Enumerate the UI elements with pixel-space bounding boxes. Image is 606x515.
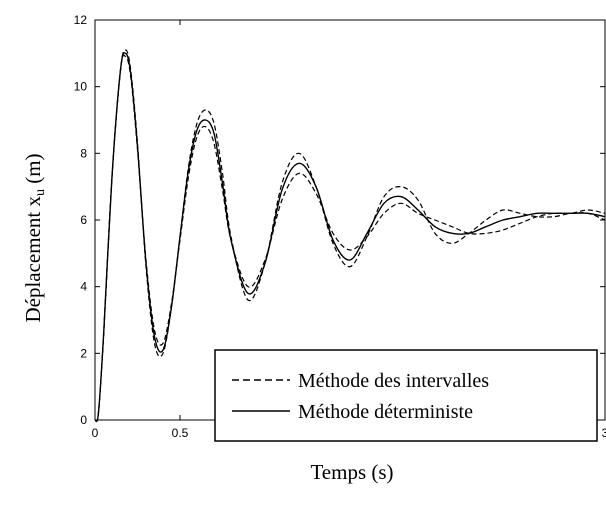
y-tick-label-5: 10 xyxy=(74,80,88,94)
y-tick-label-3: 6 xyxy=(80,213,87,227)
y-axis-title: Déplacement xu (m) xyxy=(21,153,48,322)
y-tick-label-0: 0 xyxy=(80,413,87,427)
x-axis-title: Temps (s) xyxy=(310,460,393,484)
legend: Méthode des intervalles Méthode détermin… xyxy=(214,349,598,442)
legend-box xyxy=(214,349,598,442)
plot-curves xyxy=(94,49,606,423)
y-axis-title-subscript: u xyxy=(33,189,48,196)
y-tick-label-1: 2 xyxy=(80,346,87,360)
y-axis-title-main: Déplacement x xyxy=(21,196,45,323)
y-tick-label-4: 8 xyxy=(80,146,87,160)
x-tick-label-2: 3 xyxy=(602,426,606,440)
x-tick-label-0: 0 xyxy=(92,426,99,440)
series-line-2-dashed xyxy=(94,54,606,423)
series-line-1-solid xyxy=(94,52,606,423)
series-line-0-dashed xyxy=(94,49,606,423)
x-tick-label-1: 0.5 xyxy=(172,426,189,440)
y-tick-label-2: 4 xyxy=(80,280,87,294)
legend-label-intervals: Méthode des intervalles xyxy=(298,370,489,392)
legend-label-deterministic: Méthode déterministe xyxy=(298,401,473,423)
y-tick-label-6: 12 xyxy=(74,13,88,27)
y-axis-title-unit: (m) xyxy=(21,153,45,189)
axis-ticks: 0 2 4 6 8 10 12 0 0.5 3 xyxy=(74,13,606,440)
